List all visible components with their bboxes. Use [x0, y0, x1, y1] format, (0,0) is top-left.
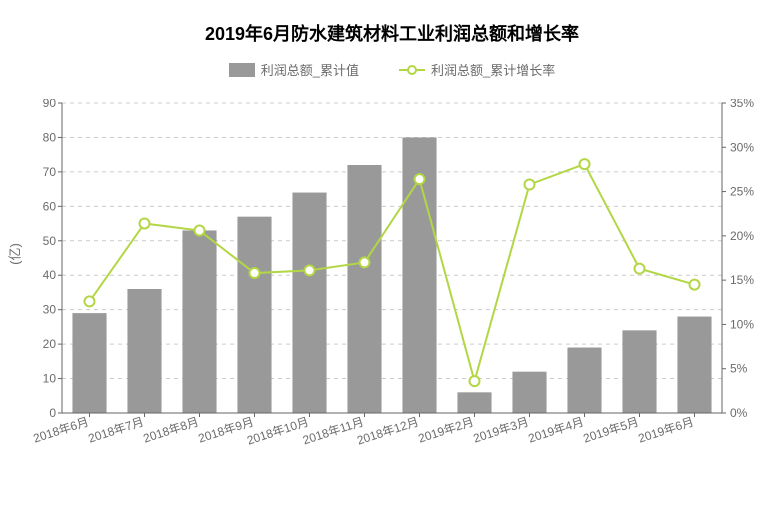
svg-text:2018年7月: 2018年7月 [87, 415, 146, 446]
svg-text:0: 0 [49, 406, 56, 420]
svg-text:15%: 15% [730, 273, 754, 287]
svg-text:5%: 5% [730, 362, 748, 376]
svg-text:2018年12月: 2018年12月 [355, 415, 420, 448]
plot-area: (亿) 01020304050607080900%5%10%15%20%25%3… [20, 99, 764, 409]
legend: 利润总额_累计值 利润总额_累计增长率 [20, 60, 764, 79]
svg-text:2019年6月: 2019年6月 [637, 415, 696, 446]
svg-text:60: 60 [43, 199, 57, 213]
svg-text:30%: 30% [730, 140, 754, 154]
svg-text:30: 30 [43, 303, 57, 317]
svg-text:2019年4月: 2019年4月 [527, 415, 586, 446]
svg-text:2018年10月: 2018年10月 [245, 415, 310, 448]
legend-line-marker [407, 65, 417, 75]
chart-svg: 0 10 20 30 40 50 60 70 80 90 0% 5% 10% 15% 20% 25% 30% 35… [20, 99, 764, 471]
legend-item-bar: 利润总额_累计值 [229, 60, 359, 79]
svg-text:80: 80 [43, 130, 57, 144]
svg-text:40: 40 [43, 268, 57, 282]
svg-text:10: 10 [43, 372, 57, 386]
svg-text:2019年2月: 2019年2月 [417, 415, 476, 446]
legend-bar-label: 利润总额_累计值 [261, 60, 359, 79]
svg-text:2018年8月: 2018年8月 [142, 415, 201, 446]
svg-text:35%: 35% [730, 99, 754, 110]
svg-text:10%: 10% [730, 317, 754, 331]
svg-text:25%: 25% [730, 185, 754, 199]
legend-bar-swatch [229, 63, 255, 77]
svg-text:70: 70 [43, 165, 57, 179]
chart-container: 2019年6月防水建筑材料工业利润总额和增长率 利润总额_累计值 利润总额_累计… [20, 20, 764, 409]
svg-text:2019年3月: 2019年3月 [472, 415, 531, 446]
svg-text:2018年11月: 2018年11月 [301, 415, 365, 448]
svg-text:0%: 0% [730, 406, 748, 420]
svg-text:2019年5月: 2019年5月 [582, 415, 641, 446]
svg-text:50: 50 [43, 234, 57, 248]
svg-text:2018年6月: 2018年6月 [32, 415, 91, 446]
svg-text:20%: 20% [730, 229, 754, 243]
svg-text:20: 20 [43, 337, 57, 351]
legend-item-line: 利润总额_累计增长率 [399, 60, 555, 79]
legend-line-label: 利润总额_累计增长率 [431, 60, 555, 79]
svg-text:90: 90 [43, 99, 57, 110]
plot: 01020304050607080900%5%10%15%20%25%30%35… [20, 99, 764, 409]
legend-line-swatch [399, 63, 425, 77]
chart-title: 2019年6月防水建筑材料工业利润总额和增长率 [20, 20, 764, 46]
